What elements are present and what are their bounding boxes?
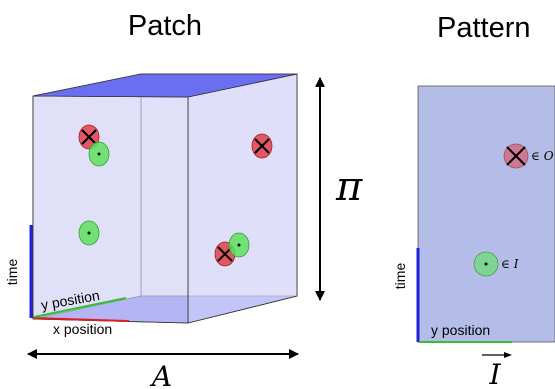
green-dot-marker [473,251,499,277]
patch-box [32,73,298,324]
patch-x-axis [32,317,130,322]
pattern-title: Pattern [437,12,531,44]
patch-y-axis [33,297,127,318]
pattern-time-label: time [392,263,408,290]
red-cross-marker [251,133,273,159]
patch-x-label: x position [53,321,112,337]
patch-width-symbol: A [149,360,172,389]
green-dot-marker [228,232,250,258]
pattern-width-symbol: I [488,358,501,389]
pattern-membership-i: ∈ I [501,257,519,271]
pattern-area [417,85,555,343]
green-dot-marker [78,220,100,246]
patch-front-face [32,95,189,324]
patch-title: Patch [128,10,202,42]
pattern-y-label: y position [431,322,490,338]
red-cross-marker [78,124,100,150]
patch-top-face [32,73,298,98]
pattern-width-arrowhead [504,352,512,358]
green-dot-marker [88,141,110,167]
patch-right-face [187,73,298,324]
red-cross-marker [503,143,529,169]
patch-height-symbol: π [335,164,363,210]
pattern-membership-o: ∈ O [531,149,554,163]
patch-time-label: time [4,259,20,286]
